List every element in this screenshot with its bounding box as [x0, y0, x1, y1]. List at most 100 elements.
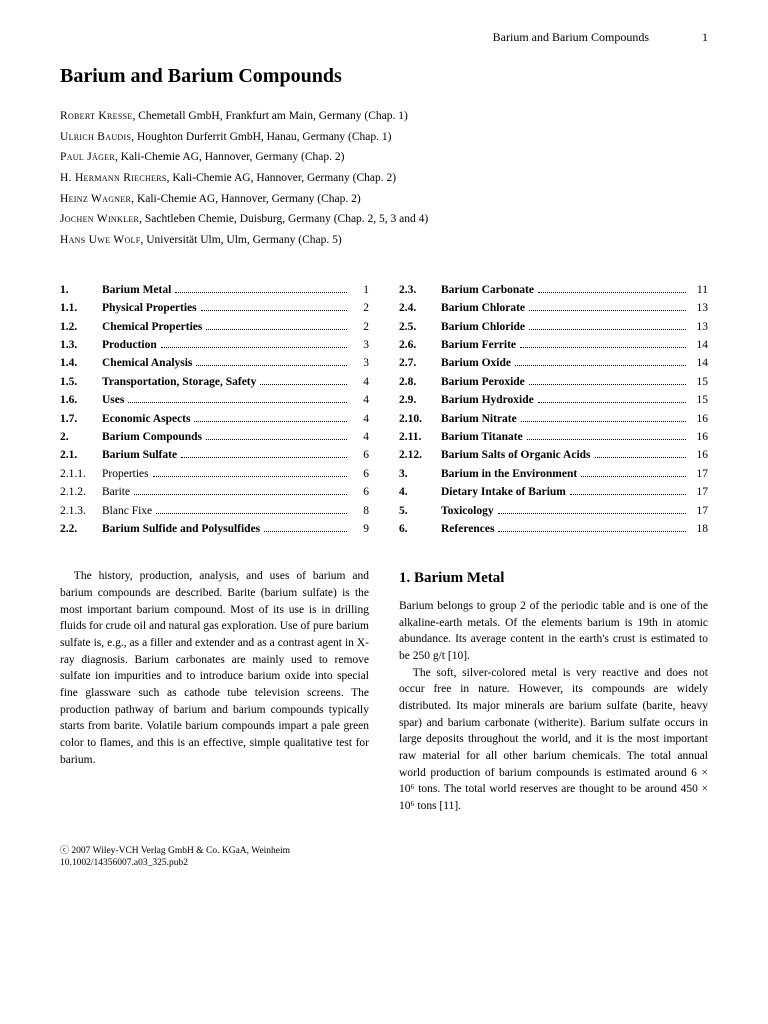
toc-label: Dietary Intake of Barium	[441, 483, 566, 501]
toc-number: 2.9.	[399, 391, 441, 409]
toc-page-number: 2	[351, 299, 369, 317]
author-name: Robert Kresse	[60, 110, 133, 122]
author-affiliation: , Sachtleben Chemie, Duisburg, Germany (…	[139, 213, 428, 225]
toc-leader-dots	[521, 421, 686, 422]
toc-row: 1.1.Physical Properties2	[60, 299, 369, 317]
toc-label: Barium Titanate	[441, 428, 523, 446]
toc-number: 2.8.	[399, 373, 441, 391]
toc-label: Barium in the Environment	[441, 465, 577, 483]
toc-label: Barium Ferrite	[441, 336, 516, 354]
toc-row: 2.7.Barium Oxide14	[399, 354, 708, 372]
toc-label: Barium Peroxide	[441, 373, 525, 391]
toc-entry: Barium Sulfide and Polysulfides	[102, 520, 351, 538]
toc-leader-dots	[128, 402, 347, 403]
copyright-footer: ⓒ 2007 Wiley-VCH Verlag GmbH & Co. KGaA,…	[60, 845, 708, 870]
toc-label: Transportation, Storage, Safety	[102, 373, 256, 391]
left-body-column: The history, production, analysis, and u…	[60, 568, 369, 814]
toc-leader-dots	[515, 365, 686, 366]
toc-label: Barium Metal	[102, 281, 171, 299]
toc-label: Production	[102, 336, 157, 354]
toc-row: 1.4.Chemical Analysis3	[60, 354, 369, 372]
toc-number: 2.11.	[399, 428, 441, 446]
doi-line: 10.1002/14356007.a03_325.pub2	[60, 857, 708, 869]
table-of-contents: 1.Barium Metal11.1.Physical Properties21…	[60, 281, 708, 538]
toc-leader-dots	[527, 439, 686, 440]
toc-entry: Barium Nitrate	[441, 410, 690, 428]
toc-entry: Chemical Analysis	[102, 354, 351, 372]
toc-row: 4.Dietary Intake of Barium17	[399, 483, 708, 501]
toc-label: Economic Aspects	[102, 410, 190, 428]
toc-page-number: 3	[351, 354, 369, 372]
toc-page-number: 16	[690, 410, 708, 428]
toc-page-number: 2	[351, 318, 369, 336]
toc-page-number: 4	[351, 373, 369, 391]
toc-entry: Barium Titanate	[441, 428, 690, 446]
toc-page-number: 14	[690, 336, 708, 354]
toc-row: 1.Barium Metal 1	[60, 281, 369, 299]
toc-label: Barium Hydroxide	[441, 391, 534, 409]
toc-page-number: 4	[351, 391, 369, 409]
author-name: Ulrich Baudis	[60, 131, 131, 143]
author-affiliation: , Kali-Chemie AG, Hannover, Germany (Cha…	[167, 172, 396, 184]
toc-leader-dots	[538, 292, 686, 293]
toc-leader-dots	[260, 384, 347, 385]
body-paragraph-2: The soft, silver-colored metal is very r…	[399, 665, 708, 815]
toc-row: 6.References18	[399, 520, 708, 538]
toc-number: 1.2.	[60, 318, 102, 336]
toc-leader-dots	[529, 384, 686, 385]
toc-row: 5.Toxicology17	[399, 502, 708, 520]
document-page: Barium and Barium Compounds 1 Barium and…	[0, 0, 768, 899]
toc-page-number: 1	[351, 281, 369, 299]
toc-page-number: 16	[690, 446, 708, 464]
toc-leader-dots	[175, 292, 347, 293]
toc-entry: Barite	[102, 483, 351, 501]
toc-leader-dots	[194, 421, 347, 422]
toc-entry: Barium Sulfate	[102, 446, 351, 464]
body-columns: The history, production, analysis, and u…	[60, 568, 708, 814]
toc-leader-dots	[181, 457, 347, 458]
toc-leader-dots	[498, 531, 686, 532]
toc-entry: Uses	[102, 391, 351, 409]
toc-row: 2.3.Barium Carbonate11	[399, 281, 708, 299]
toc-page-number: 15	[690, 373, 708, 391]
toc-page-number: 9	[351, 520, 369, 538]
toc-entry: Properties	[102, 465, 351, 483]
section-heading: 1. Barium Metal	[399, 568, 708, 590]
toc-page-number: 17	[690, 483, 708, 501]
toc-row: 2.10.Barium Nitrate16	[399, 410, 708, 428]
toc-page-number: 15	[690, 391, 708, 409]
toc-row: 2.6.Barium Ferrite14	[399, 336, 708, 354]
toc-label: References	[441, 520, 494, 538]
toc-page-number: 4	[351, 428, 369, 446]
toc-number: 2.5.	[399, 318, 441, 336]
toc-entry: Blanc Fixe	[102, 502, 351, 520]
toc-entry: Toxicology	[441, 502, 690, 520]
toc-page-number: 14	[690, 354, 708, 372]
toc-label: Barium Chloride	[441, 318, 525, 336]
toc-entry: Barium Chloride	[441, 318, 690, 336]
toc-row: 2.12.Barium Salts of Organic Acids16	[399, 446, 708, 464]
toc-leader-dots	[538, 402, 686, 403]
author-name: Heinz Wagner	[60, 193, 131, 205]
body-paragraph-1: Barium belongs to group 2 of the periodi…	[399, 598, 708, 665]
toc-page-number: 11	[690, 281, 708, 299]
toc-row: 1.7.Economic Aspects4	[60, 410, 369, 428]
toc-row: 2.5.Barium Chloride13	[399, 318, 708, 336]
toc-entry: Dietary Intake of Barium	[441, 483, 690, 501]
toc-entry: Barium Chlorate	[441, 299, 690, 317]
toc-page-number: 8	[351, 502, 369, 520]
toc-label: Barium Sulfate	[102, 446, 177, 464]
copyright-icon: ⓒ	[60, 845, 69, 855]
toc-entry: References	[441, 520, 690, 538]
toc-leader-dots	[161, 347, 347, 348]
toc-entry: Transportation, Storage, Safety	[102, 373, 351, 391]
toc-page-number: 17	[690, 465, 708, 483]
toc-label: Properties	[102, 465, 149, 483]
toc-number: 2.	[60, 428, 102, 446]
toc-number: 1.	[60, 281, 102, 299]
copyright-line: ⓒ 2007 Wiley-VCH Verlag GmbH & Co. KGaA,…	[60, 845, 708, 857]
toc-entry: Barium Ferrite	[441, 336, 690, 354]
toc-entry: Physical Properties	[102, 299, 351, 317]
toc-leader-dots	[153, 476, 347, 477]
toc-number: 2.4.	[399, 299, 441, 317]
